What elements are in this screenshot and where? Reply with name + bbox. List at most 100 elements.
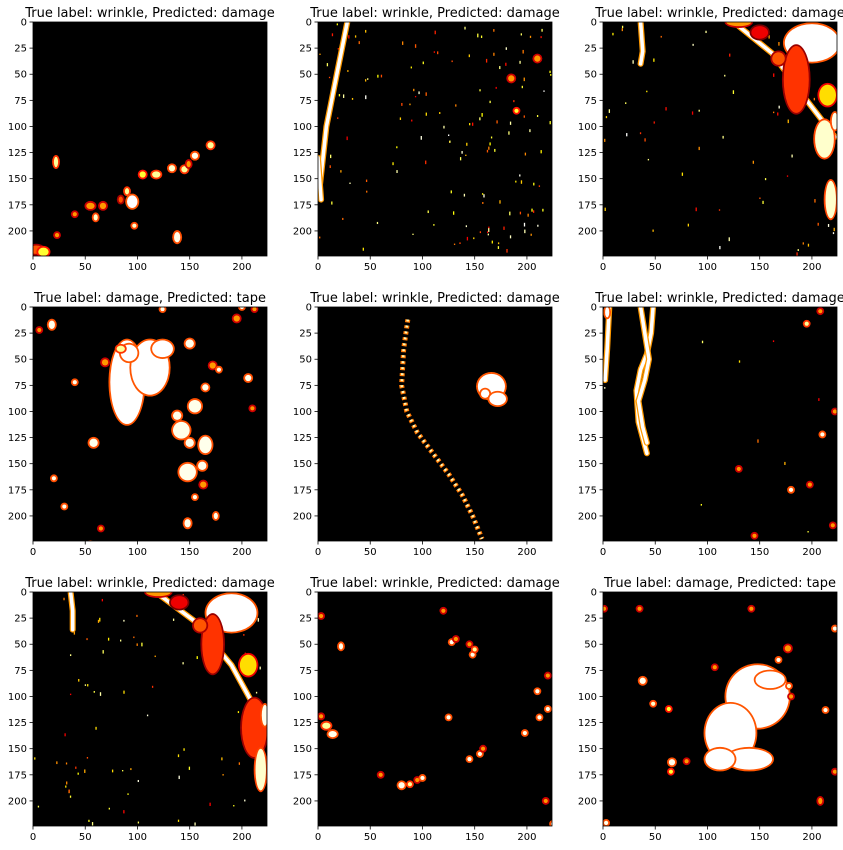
x-tick-label: 200 bbox=[517, 547, 536, 558]
y-tick-label: 175 bbox=[293, 770, 312, 781]
heatmap-streak bbox=[318, 22, 350, 186]
heatmap-speckle bbox=[337, 117, 339, 119]
heatmap-speckle bbox=[465, 225, 468, 228]
heatmap-blob bbox=[831, 112, 837, 130]
heatmap-speckle bbox=[550, 74, 552, 76]
heatmap-speckle bbox=[209, 802, 211, 806]
heatmap-blob bbox=[184, 519, 191, 528]
heatmap-speckle bbox=[433, 51, 436, 53]
heatmap-blob bbox=[53, 156, 59, 168]
axes-frame bbox=[602, 21, 838, 257]
x-tick-label: 100 bbox=[128, 262, 147, 273]
heatmap-blob bbox=[480, 389, 490, 398]
y-tick-label: 175 bbox=[578, 200, 597, 211]
heatmap-content bbox=[318, 22, 552, 253]
x-tick-label: 50 bbox=[79, 262, 92, 273]
heatmap-speckle bbox=[448, 134, 450, 136]
heatmap-blob bbox=[202, 384, 209, 391]
heatmap-speckle bbox=[396, 170, 398, 173]
heatmap-blob bbox=[199, 436, 212, 454]
heatmap-speckle bbox=[380, 74, 383, 78]
heatmap-speckle bbox=[340, 170, 342, 173]
heatmap-speckle bbox=[488, 146, 490, 150]
heatmap-speckle bbox=[451, 60, 453, 63]
subplot-9: True label: damage, Predicted: tape 0 50 10… bbox=[578, 576, 838, 843]
heatmap-speckle bbox=[410, 66, 412, 69]
heatmap-speckle bbox=[337, 48, 339, 50]
heatmap-blob bbox=[250, 406, 255, 411]
heatmap-speckle bbox=[519, 174, 521, 177]
y-tick-label: 0 bbox=[306, 588, 312, 599]
heatmap-speckle bbox=[137, 821, 140, 824]
heatmap-blob bbox=[398, 782, 405, 789]
heatmap-blob bbox=[192, 495, 198, 500]
heatmap-blob bbox=[637, 606, 642, 611]
heatmap-speckle bbox=[660, 35, 662, 38]
heatmap-blob bbox=[480, 746, 486, 751]
heatmap-speckle bbox=[625, 102, 627, 104]
heatmap-speckle bbox=[738, 360, 741, 363]
heatmap-speckle bbox=[608, 109, 611, 113]
y-tick-label: 50 bbox=[584, 640, 597, 651]
heatmap-speckle bbox=[56, 761, 58, 765]
heatmap-speckle bbox=[529, 129, 531, 133]
heatmap-speckle bbox=[519, 211, 522, 215]
heatmap-speckle bbox=[130, 768, 132, 771]
heatmap-speckle bbox=[549, 70, 551, 74]
heatmap-speckle bbox=[604, 138, 606, 142]
y-tick-label: 100 bbox=[8, 122, 27, 133]
y-tick-label: 75 bbox=[14, 666, 27, 677]
heatmap-speckle bbox=[493, 29, 495, 32]
heatmap-speckle bbox=[178, 775, 180, 780]
heatmap-blob bbox=[93, 214, 98, 221]
heatmap-speckle bbox=[639, 132, 642, 135]
heatmap-speckle bbox=[778, 105, 780, 109]
heatmap-speckle bbox=[653, 121, 655, 124]
heatmap-blob bbox=[118, 196, 123, 203]
heatmap-speckle bbox=[319, 53, 321, 55]
heatmap-blob bbox=[784, 645, 792, 652]
heatmap-speckle bbox=[796, 252, 798, 256]
subplot-title: True label: damage, Predicted: tape bbox=[33, 291, 266, 306]
subplot-title: True label: wrinkle, Predicted: damage bbox=[594, 291, 843, 306]
heatmap-speckle bbox=[482, 202, 484, 204]
heatmap-blob bbox=[198, 461, 207, 470]
heatmap-speckle bbox=[376, 221, 379, 225]
y-tick-label: 125 bbox=[578, 433, 597, 444]
heatmap-speckle bbox=[759, 197, 761, 199]
heatmap-blob bbox=[172, 411, 182, 420]
heatmap-speckle bbox=[364, 79, 367, 82]
heatmap-blob bbox=[666, 706, 671, 712]
heatmap-speckle bbox=[832, 232, 835, 235]
y-tick-label: 200 bbox=[578, 511, 597, 522]
x-tick-label: 200 bbox=[232, 262, 251, 273]
heatmap-speckle bbox=[154, 655, 156, 658]
heatmap-blob bbox=[322, 722, 331, 729]
heatmap-blob bbox=[776, 657, 781, 662]
heatmap-blob bbox=[132, 223, 137, 228]
heatmap-speckle bbox=[653, 58, 655, 62]
x-tick-label: 150 bbox=[180, 832, 199, 843]
heatmap-speckle bbox=[392, 162, 394, 166]
y-tick-label: 50 bbox=[299, 355, 312, 366]
heatmap-content bbox=[35, 307, 259, 541]
heatmap-speckle bbox=[188, 766, 191, 770]
heatmap-speckle bbox=[463, 193, 466, 197]
heatmap-blob bbox=[545, 673, 550, 678]
y-tick-label: 125 bbox=[293, 718, 312, 729]
heatmap-speckle bbox=[537, 224, 539, 227]
heatmap-blob bbox=[446, 715, 451, 720]
heatmap-speckle bbox=[519, 60, 521, 64]
x-tick-label: 150 bbox=[750, 832, 769, 843]
heatmap-speckle bbox=[443, 125, 445, 129]
heatmap-speckle bbox=[521, 85, 523, 89]
heatmap-speckle bbox=[401, 102, 403, 106]
heatmap-blob bbox=[818, 309, 823, 314]
heatmap-speckle bbox=[453, 243, 456, 245]
x-tick-label: 50 bbox=[364, 262, 377, 273]
axes-frame bbox=[317, 21, 553, 257]
heatmap-speckle bbox=[772, 111, 775, 114]
y-tick-label: 125 bbox=[578, 148, 597, 159]
